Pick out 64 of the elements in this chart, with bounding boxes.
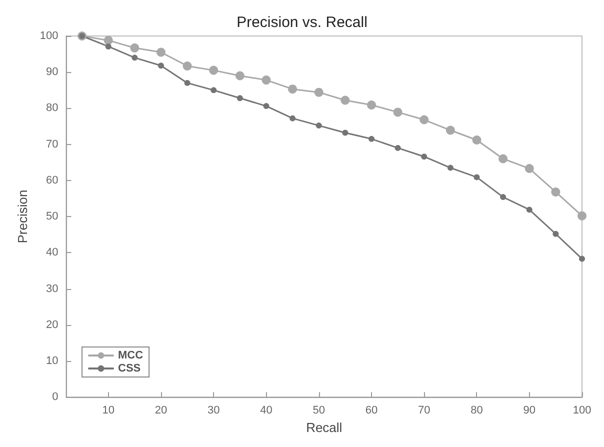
point [342,130,348,136]
y-tick-label: 20 [46,318,58,331]
y-tick-label: 100 [40,30,58,42]
point [578,211,586,220]
x-tick-label: 50 [312,404,325,417]
point [393,108,402,117]
point [368,136,374,142]
point [158,62,164,69]
point [209,66,218,75]
point [236,95,243,102]
y-axis-title: Precision [15,190,30,244]
point [447,164,454,171]
x-tick-label: 10 [102,404,114,417]
point [394,144,401,151]
y-tick-label: 40 [46,246,58,259]
y-tick-label: 50 [46,210,58,223]
y-tick-label: 30 [46,282,58,295]
point [210,87,217,94]
legend-label: CSS [118,362,141,374]
y-tick-label: 10 [46,354,58,367]
point [474,174,480,180]
x-tick-label: 90 [523,404,536,417]
point [551,187,560,196]
x-tick-label: 100 [572,404,592,417]
point [262,76,271,85]
x-tick-label: 60 [365,404,378,417]
point [340,96,350,105]
x-tick-label: 70 [418,404,430,417]
x-tick-label: 20 [154,404,168,417]
point [472,136,482,144]
point [182,61,192,70]
point [290,115,296,122]
x-tick-label: 80 [470,404,483,417]
point [132,54,138,61]
point [104,36,113,45]
y-tick-label: 70 [46,138,58,150]
point [552,230,559,237]
point [500,194,506,200]
point [288,84,298,94]
point [105,43,112,50]
point [314,88,324,97]
point [526,206,532,213]
x-axis-title: Recall [306,420,342,435]
point [498,154,508,164]
point [420,115,429,124]
point [421,154,428,160]
point [130,43,140,52]
legend-label: MCC [118,350,144,362]
point [156,48,166,57]
y-tick-label: 90 [46,66,58,78]
point [235,71,244,80]
x-tick-label: 40 [260,404,272,417]
point [446,126,455,135]
chart-title: Precision vs. Recall [236,14,368,31]
y-tick-label: 0 [52,391,58,404]
point [579,256,585,262]
point [367,100,376,110]
point [524,164,534,174]
x-tick-label: 30 [207,404,220,417]
point [263,103,270,110]
y-tick-label: 60 [46,174,58,186]
y-tick-label: 80 [46,102,58,114]
point [316,122,322,129]
point [184,80,190,86]
